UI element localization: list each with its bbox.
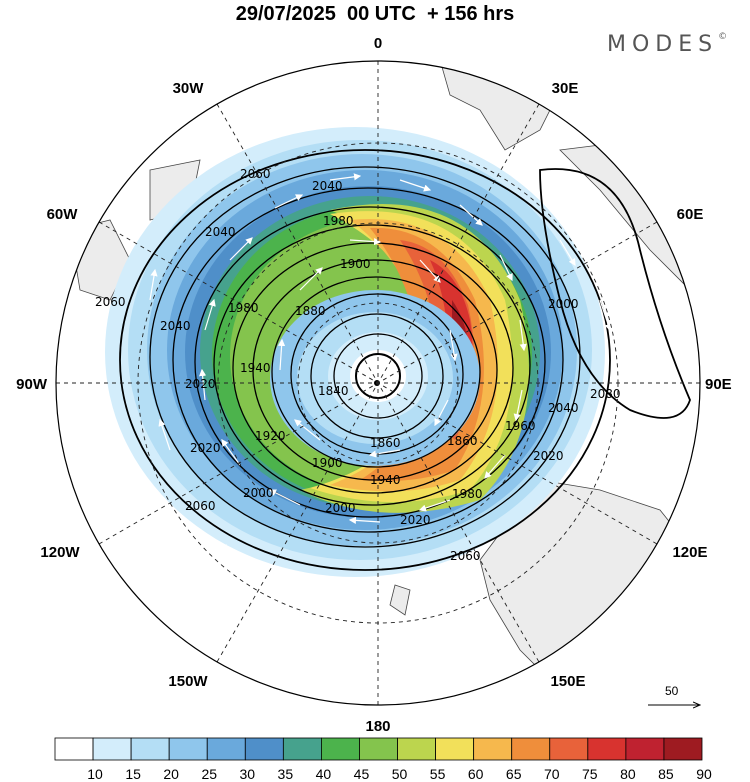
wind-vectors: [149, 173, 612, 570]
lon-label-60e: 60E: [677, 206, 704, 223]
colorbar-swatch: [625, 737, 665, 761]
contour-label: 2040: [205, 225, 236, 239]
colorbar-swatch: [397, 737, 436, 761]
lon-label-120e: 120E: [672, 544, 707, 561]
contour-label: 1900: [312, 456, 343, 470]
colorbar-tick-label: 70: [543, 766, 560, 782]
lon-label-150w: 150W: [168, 673, 208, 690]
contour-label: 2040: [160, 319, 191, 333]
colorbar-tick-label: 35: [277, 766, 294, 782]
colorbar-tick-label: 50: [391, 766, 408, 782]
colorbar-swatch: [587, 737, 627, 761]
contour-label: 2020: [190, 441, 221, 455]
colorbar-swatch: [435, 737, 475, 761]
brand-mark: ©: [718, 32, 728, 42]
contour-label: 2060: [450, 549, 481, 563]
colorbar-tick-label: 20: [163, 766, 179, 782]
contour-label: 2000: [325, 501, 356, 515]
colorbar-tick-label: 45: [353, 766, 370, 782]
contour-label: 2040: [548, 401, 579, 415]
contour-label: 1900: [340, 257, 371, 271]
colorbar-swatch: [130, 737, 170, 761]
contour-label: 1980: [323, 214, 354, 228]
contour-label: 2000: [548, 297, 579, 311]
contour-label: 1840: [318, 384, 349, 398]
lon-label-120w: 120W: [40, 544, 80, 561]
contour-label: 2000: [243, 486, 274, 500]
colorbar-swatch: [549, 737, 589, 761]
lon-label-150e: 150E: [550, 673, 585, 690]
contour-label: 2060: [240, 167, 271, 181]
contour-label: 2020: [533, 449, 564, 463]
contour-label: 2080: [590, 387, 621, 401]
contour-label: 2020: [400, 513, 431, 527]
contour-label: 1960: [505, 419, 536, 433]
colorbar-tick-label: 55: [429, 766, 446, 782]
lon-label-60w: 60W: [47, 206, 79, 223]
modes-logo: MODES©: [607, 32, 727, 57]
colorbar-swatch: [663, 737, 703, 761]
colorbar-tick-label: 60: [467, 766, 484, 782]
colorbar-tick-label: 10: [87, 766, 103, 782]
map-title: 29/07/2025 00 UTC + 156 hrs: [235, 3, 515, 25]
colorbar-tick-label: 25: [201, 766, 218, 782]
contour-label: 1980: [452, 487, 483, 501]
colorbar-swatch: [473, 737, 513, 761]
colorbar: [54, 737, 703, 761]
colorbar-swatch: [282, 737, 322, 761]
colorbar-tick-label: 15: [125, 766, 141, 782]
contour-label: 1860: [370, 436, 401, 450]
colorbar-tick-label: 30: [239, 766, 256, 782]
map-boundary: [55, 60, 701, 706]
lon-label-90e: 90E: [705, 376, 732, 393]
contour-labels: 2060 2040 2040 2060 2040 2020 2020 1980 …: [95, 167, 621, 563]
colorbar-swatch: [359, 737, 398, 761]
colorbar-tick-label: 75: [582, 766, 598, 782]
colorbar-tick-label: 85: [658, 766, 674, 782]
lon-label-0: 0: [374, 35, 382, 52]
colorbar-swatch: [244, 737, 284, 761]
colorbar-tick-label: 65: [505, 766, 522, 782]
lon-label-30e: 30E: [552, 80, 579, 97]
colorbar-swatch: [511, 737, 551, 761]
colorbar-swatch: [54, 737, 94, 761]
brand-name: MODES: [607, 32, 719, 57]
contour-label: 1920: [255, 429, 286, 443]
colorbar-tick-label: 80: [620, 766, 636, 782]
contour-label: 1860: [447, 434, 478, 448]
graticule: [56, 61, 700, 705]
lon-label-90w: 90W: [16, 376, 48, 393]
longitude-labels: 0 30E 60E 90E 120E 150E 180 150W 120W 90…: [16, 35, 732, 735]
contour-label: 2040: [312, 179, 343, 193]
colorbar-swatch: [92, 737, 132, 761]
contour-label: 1940: [370, 473, 401, 487]
reference-vector-label: 50: [665, 684, 679, 698]
colorbar-swatch: [206, 737, 246, 761]
contour-label: 2060: [95, 295, 126, 309]
lon-label-180: 180: [365, 718, 390, 735]
colorbar-tick-label: 40: [315, 766, 332, 782]
height-contours: [119, 149, 691, 571]
contour-label: 1980: [228, 301, 259, 315]
colorbar-swatch: [321, 737, 360, 761]
colorbar-tick-label: 90: [696, 766, 712, 782]
contour-label: 2060: [185, 499, 216, 513]
contour-label: 1940: [240, 361, 271, 375]
colorbar-swatch: [168, 737, 208, 761]
contour-label: 1880: [295, 304, 326, 318]
lon-label-30w: 30W: [173, 80, 205, 97]
contour-label: 2020: [185, 377, 216, 391]
